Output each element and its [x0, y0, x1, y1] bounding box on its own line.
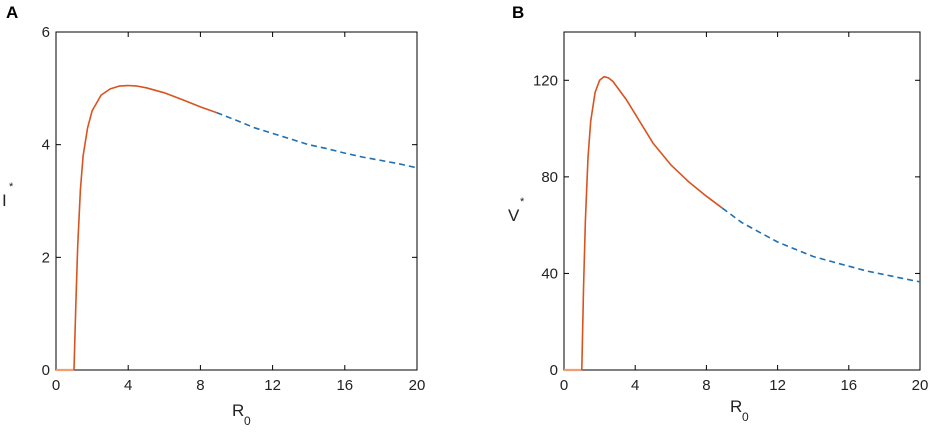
panel-a-ylabel: I * [2, 181, 14, 210]
panel-a-unstable-branch-line [216, 111, 418, 169]
panel-a: A I * R 0 0 4 8 12 16 20 0 2 4 6 [2, 3, 425, 428]
panel-a-ylabel-main: I [2, 191, 7, 210]
panel-a-xlabel: R 0 [232, 401, 251, 428]
panel-b: B V * R 0 0 4 8 12 16 20 0 40 80 120 [508, 3, 928, 424]
panel-a-letter: A [6, 3, 18, 22]
panel-b-xtick-label: 12 [769, 377, 786, 394]
panel-b-stable-branch-line [581, 75, 723, 371]
panel-b-xlabel: R 0 [730, 397, 749, 424]
panel-a-xlabel-sub: 0 [244, 414, 251, 428]
panel-a-xtick-label: 4 [124, 377, 132, 394]
panel-b-xtick-label: 4 [631, 377, 639, 394]
panel-b-ylabel-sup: * [520, 196, 525, 208]
panel-a-xtick-label: 0 [52, 377, 60, 394]
panel-a-ytick-label: 6 [42, 24, 50, 41]
panel-a-xtick-label: 8 [196, 377, 204, 394]
panel-b-xtick-label: 0 [560, 377, 568, 394]
panel-a-ytick-label: 0 [42, 362, 50, 379]
panel-a-plot-frame [55, 31, 418, 371]
panel-b-xtick-label: 16 [840, 377, 857, 394]
panel-b-ytick-label: 40 [541, 265, 558, 282]
panel-a-xtick-label: 20 [409, 377, 426, 394]
panel-b-xlabel-sub: 0 [742, 410, 749, 424]
panel-a-xlabel-main: R [232, 401, 244, 420]
panel-a-ytick-label: 2 [42, 249, 50, 266]
panel-b-ytick-label: 120 [533, 72, 558, 89]
panel-a-ylabel-sup: * [9, 181, 14, 193]
panel-a-xtick-label: 12 [264, 377, 281, 394]
panel-b-ylabel-main: V [508, 206, 520, 225]
panel-b-letter: B [512, 3, 524, 22]
panel-b-unstable-branch-line [721, 207, 921, 283]
panel-b-ytick-label: 80 [541, 169, 558, 186]
panel-b-xtick-label: 8 [702, 377, 710, 394]
panel-b-xlabel-main: R [730, 397, 742, 416]
panel-b-plot-frame [563, 31, 921, 371]
panel-b-ytick-label: 0 [550, 362, 558, 379]
panel-a-stable-branch-line [73, 84, 217, 371]
panel-a-xtick-label: 16 [336, 377, 353, 394]
panel-b-xtick-label: 20 [912, 377, 929, 394]
panel-a-ytick-label: 4 [42, 137, 50, 154]
panel-b-ylabel: V * [508, 196, 525, 225]
